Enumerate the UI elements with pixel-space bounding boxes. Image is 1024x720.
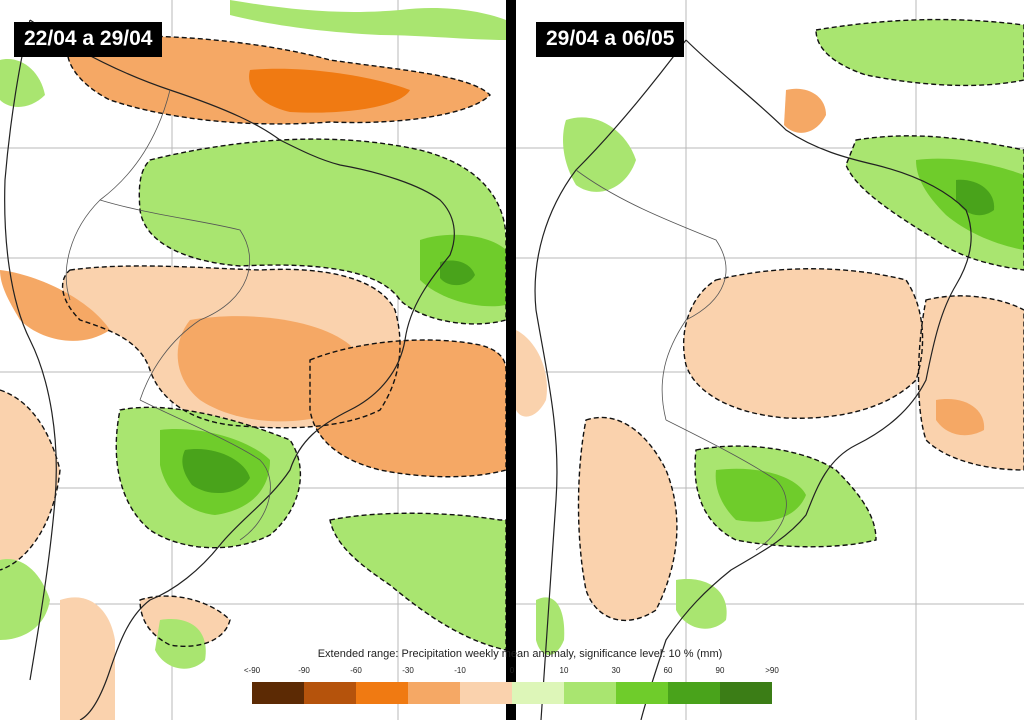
legend-tick: >90	[765, 666, 779, 675]
legend-tick: -90	[298, 666, 310, 675]
legend-swatch	[408, 682, 460, 704]
map-right	[516, 0, 1024, 720]
significance-contours	[577, 18, 1024, 621]
borders	[575, 169, 787, 551]
anomaly-fields	[516, 19, 1024, 655]
legend-tick: 0	[509, 666, 515, 675]
legend-swatch	[252, 682, 304, 704]
legend-title: Extended range: Precipitation weekly mea…	[317, 648, 723, 660]
coastline	[534, 39, 972, 720]
legend-swatch	[460, 682, 512, 704]
legend-swatch	[304, 682, 356, 704]
legend-tick: 10	[559, 666, 569, 675]
legend-swatch	[668, 682, 720, 704]
legend-tick: -30	[402, 666, 414, 675]
legend-color-bar	[252, 682, 772, 704]
date-range-label-right: 29/04 a 06/05	[536, 22, 685, 57]
anomaly-fields	[0, 0, 506, 720]
legend-swatch	[512, 682, 564, 704]
coastline	[4, 19, 455, 720]
legend-tick: 90	[715, 666, 725, 675]
legend-tick: <-90	[243, 666, 261, 675]
legend-swatch	[356, 682, 408, 704]
borders	[65, 89, 271, 541]
date-range-label-left: 22/04 a 29/04	[14, 22, 163, 57]
legend-ticks: <-90 -90 -60 -30 -10 0 10 30 60 90 >90	[244, 666, 779, 678]
map-left	[0, 0, 506, 720]
legend-tick: -60	[350, 666, 362, 675]
panel-divider	[506, 0, 516, 720]
legend-swatch	[616, 682, 668, 704]
legend-swatch	[564, 682, 616, 704]
significance-contours	[0, 35, 506, 651]
map-panel-left: 22/04 a 29/04	[0, 0, 506, 720]
map-panel-right: 29/04 a 06/05	[516, 0, 1024, 720]
legend-tick: -10	[454, 666, 466, 675]
color-legend: Extended range: Precipitation weekly mea…	[240, 646, 800, 720]
legend-swatch	[720, 682, 772, 704]
legend-tick: 60	[663, 666, 673, 675]
legend-tick: 30	[611, 666, 621, 675]
